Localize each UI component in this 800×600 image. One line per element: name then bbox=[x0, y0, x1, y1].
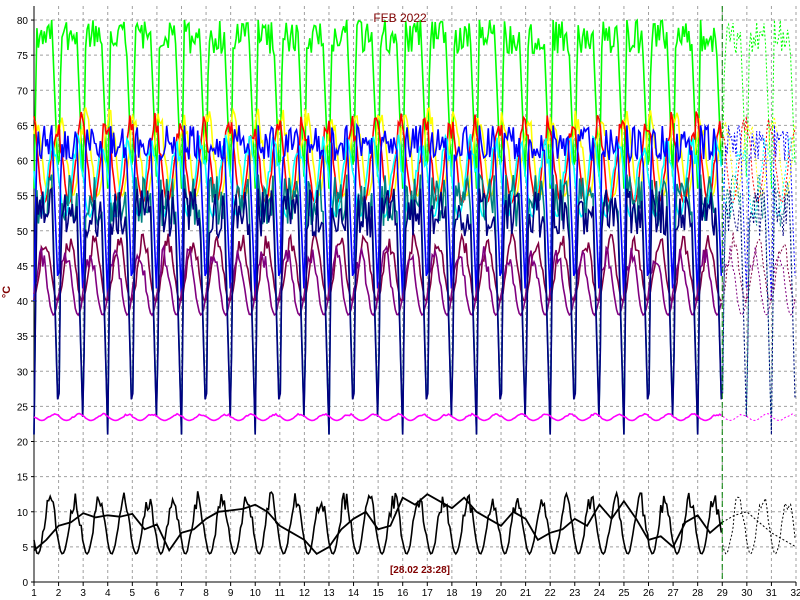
x-tick-label: 18 bbox=[446, 588, 458, 599]
series-forecast-line bbox=[722, 174, 796, 435]
y-tick-label: 5 bbox=[22, 543, 28, 554]
series-line bbox=[33, 243, 723, 317]
x-tick-label: 25 bbox=[618, 588, 630, 599]
x-tick-label: 22 bbox=[545, 588, 557, 599]
x-tick-label: 8 bbox=[203, 588, 209, 599]
y-tick-label: 25 bbox=[17, 402, 29, 413]
x-tick-label: 2 bbox=[56, 588, 62, 599]
y-tick-label: 55 bbox=[17, 192, 29, 203]
y-tick-label: 80 bbox=[17, 16, 29, 27]
x-tick-label: 15 bbox=[373, 588, 385, 599]
series-forecast-line bbox=[722, 232, 796, 302]
chart-title: FEB 2022 bbox=[373, 11, 427, 25]
x-tick-label: 3 bbox=[80, 588, 86, 599]
x-tick-label: 7 bbox=[179, 588, 185, 599]
x-tick-label: 26 bbox=[643, 588, 655, 599]
x-tick-label: 17 bbox=[422, 588, 434, 599]
x-tick-label: 31 bbox=[766, 588, 778, 599]
y-tick-label: 70 bbox=[17, 86, 29, 97]
x-tick-label: 30 bbox=[741, 588, 753, 599]
x-tick-label: 14 bbox=[348, 588, 360, 599]
series-line bbox=[33, 490, 723, 556]
outdoor-temperature-forecast bbox=[722, 511, 797, 548]
x-tick-label: 20 bbox=[495, 588, 507, 599]
series-forecast-line bbox=[722, 413, 796, 421]
grid-lines bbox=[34, 6, 797, 582]
series-line bbox=[33, 412, 722, 422]
x-tick-label: 29 bbox=[717, 588, 729, 599]
x-tick-label: 11 bbox=[275, 588, 286, 599]
outdoor-temperature-line bbox=[33, 493, 723, 556]
y-tick-label: 60 bbox=[17, 157, 29, 168]
series-forecast-line bbox=[722, 188, 796, 435]
y-tick-label: 0 bbox=[22, 578, 28, 589]
x-tick-label: 4 bbox=[105, 588, 111, 599]
y-tick-labels: 0 5 10 15 20 25 30 35 40 45 50 55 60 65 70 75 80 bbox=[17, 16, 34, 589]
series-line bbox=[33, 186, 723, 435]
series-line bbox=[33, 122, 723, 302]
x-tick-label: 5 bbox=[130, 588, 136, 599]
x-tick-label: 9 bbox=[228, 588, 234, 599]
y-tick-label: 15 bbox=[17, 473, 29, 484]
y-tick-label: 20 bbox=[17, 438, 29, 449]
x-tick-label: 21 bbox=[520, 588, 532, 599]
y-tick-label: 35 bbox=[17, 332, 29, 343]
x-tick-label: 16 bbox=[397, 588, 409, 599]
y-axis-label: °C bbox=[1, 286, 13, 298]
series-forecast-line bbox=[722, 496, 796, 555]
y-tick-label: 45 bbox=[17, 262, 29, 273]
x-tick-label: 24 bbox=[594, 588, 606, 599]
y-tick-label: 10 bbox=[17, 508, 29, 519]
x-tick-label: 10 bbox=[250, 588, 262, 599]
x-tick-labels: 1 2 3 4 5 6 7 8 9 10 11 12 13 14 15 16 17 18 19 20 21 22 23 24 2… bbox=[31, 582, 800, 599]
y-tick-label: 30 bbox=[17, 367, 29, 378]
x-tick-label: 32 bbox=[790, 588, 800, 599]
series-group bbox=[33, 18, 797, 556]
x-tick-label: 12 bbox=[299, 588, 311, 599]
x-tick-label: 23 bbox=[569, 588, 581, 599]
y-tick-label: 50 bbox=[17, 227, 29, 238]
series-forecast-line bbox=[722, 19, 796, 189]
series-forecast-line bbox=[722, 136, 796, 218]
x-tick-label: 1 bbox=[31, 588, 37, 599]
series-forecast-line bbox=[722, 125, 796, 302]
y-tick-label: 65 bbox=[17, 121, 29, 132]
x-tick-label: 19 bbox=[471, 588, 483, 599]
x-tick-label: 27 bbox=[668, 588, 680, 599]
timestamp-label: [28.02 23:28] bbox=[390, 565, 450, 576]
y-tick-label: 40 bbox=[17, 297, 29, 308]
x-tick-label: 28 bbox=[692, 588, 704, 599]
x-tick-label: 13 bbox=[323, 588, 335, 599]
y-tick-label: 75 bbox=[17, 51, 29, 62]
x-tick-label: 6 bbox=[154, 588, 160, 599]
series-forecast-line bbox=[722, 116, 796, 204]
